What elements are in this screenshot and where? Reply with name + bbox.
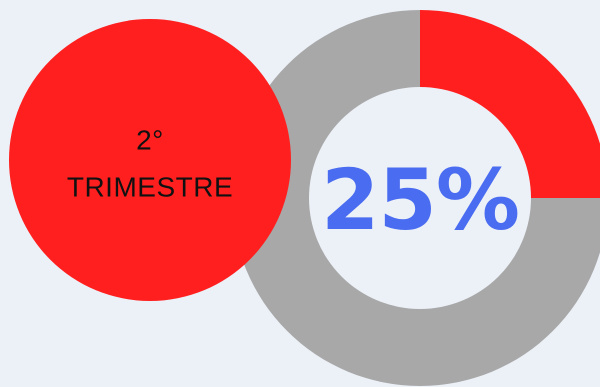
- quarter-badge-number: 2°: [136, 125, 164, 156]
- quarter-badge-label: TRIMESTRE: [67, 172, 233, 203]
- quarter-badge-circle: [9, 19, 291, 301]
- donut-hole: [309, 87, 531, 309]
- center-percentage-label: 25%: [321, 151, 519, 249]
